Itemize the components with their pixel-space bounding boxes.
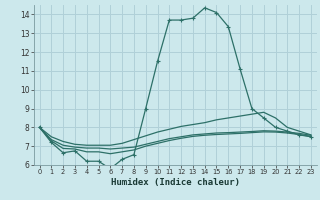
X-axis label: Humidex (Indice chaleur): Humidex (Indice chaleur) (111, 178, 240, 187)
